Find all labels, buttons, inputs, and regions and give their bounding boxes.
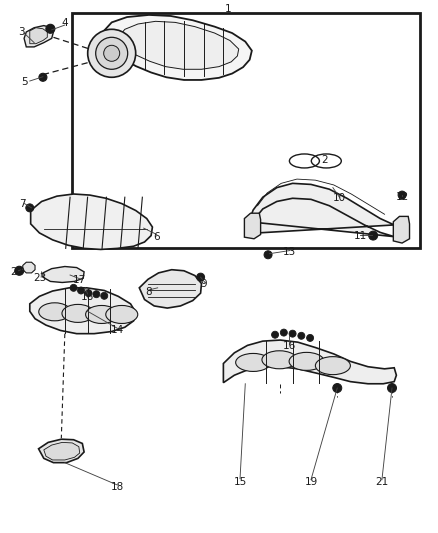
- Text: 21: 21: [375, 477, 389, 487]
- Polygon shape: [244, 213, 261, 239]
- Text: 23: 23: [33, 273, 46, 283]
- Circle shape: [333, 384, 342, 392]
- Polygon shape: [30, 288, 136, 334]
- Text: 16: 16: [283, 342, 296, 351]
- Circle shape: [104, 45, 120, 61]
- Text: 8: 8: [145, 287, 152, 297]
- Circle shape: [46, 25, 55, 33]
- Circle shape: [298, 332, 305, 340]
- Circle shape: [78, 287, 85, 294]
- Polygon shape: [118, 21, 239, 69]
- Text: 10: 10: [333, 193, 346, 203]
- Circle shape: [369, 231, 378, 240]
- Circle shape: [307, 334, 314, 342]
- Circle shape: [280, 329, 287, 336]
- Text: 18: 18: [111, 482, 124, 492]
- Circle shape: [197, 273, 205, 281]
- Circle shape: [289, 330, 296, 337]
- Text: 15: 15: [233, 477, 247, 487]
- Circle shape: [101, 292, 108, 300]
- Polygon shape: [43, 266, 84, 282]
- Text: 9: 9: [200, 279, 207, 289]
- Text: 12: 12: [396, 192, 409, 202]
- Circle shape: [26, 204, 34, 212]
- Text: 13: 13: [283, 247, 296, 256]
- Circle shape: [95, 37, 128, 69]
- Text: 1: 1: [224, 4, 231, 13]
- Ellipse shape: [106, 305, 138, 324]
- Text: 14: 14: [111, 326, 124, 335]
- Circle shape: [264, 251, 272, 259]
- Text: 19: 19: [304, 477, 318, 487]
- Text: 3: 3: [18, 27, 25, 37]
- Text: 17: 17: [73, 276, 86, 285]
- Ellipse shape: [85, 305, 118, 324]
- Circle shape: [88, 29, 136, 77]
- Polygon shape: [249, 183, 394, 237]
- Bar: [72, 13, 420, 248]
- Polygon shape: [223, 340, 396, 384]
- Ellipse shape: [262, 351, 297, 369]
- Text: 6: 6: [153, 232, 160, 241]
- Text: 7: 7: [19, 199, 26, 208]
- Text: 4: 4: [61, 19, 68, 28]
- Circle shape: [85, 289, 92, 297]
- Polygon shape: [139, 270, 201, 308]
- Polygon shape: [393, 216, 410, 243]
- Text: 16: 16: [81, 292, 94, 302]
- Ellipse shape: [236, 353, 271, 372]
- Polygon shape: [44, 442, 80, 460]
- Ellipse shape: [315, 357, 350, 375]
- Polygon shape: [24, 26, 53, 47]
- Ellipse shape: [39, 303, 71, 321]
- Circle shape: [15, 266, 24, 275]
- Polygon shape: [30, 28, 47, 44]
- Text: 22: 22: [10, 267, 23, 277]
- Text: 5: 5: [21, 77, 28, 87]
- Circle shape: [388, 384, 396, 392]
- Polygon shape: [103, 15, 252, 80]
- Polygon shape: [23, 262, 35, 273]
- Circle shape: [272, 331, 279, 338]
- Circle shape: [39, 73, 47, 82]
- Text: 11: 11: [353, 231, 367, 241]
- Ellipse shape: [62, 304, 94, 322]
- Polygon shape: [31, 194, 152, 249]
- Circle shape: [70, 284, 77, 292]
- Text: 2: 2: [321, 155, 328, 165]
- Circle shape: [93, 290, 100, 298]
- Ellipse shape: [289, 352, 324, 370]
- Polygon shape: [39, 439, 84, 463]
- Circle shape: [398, 191, 406, 199]
